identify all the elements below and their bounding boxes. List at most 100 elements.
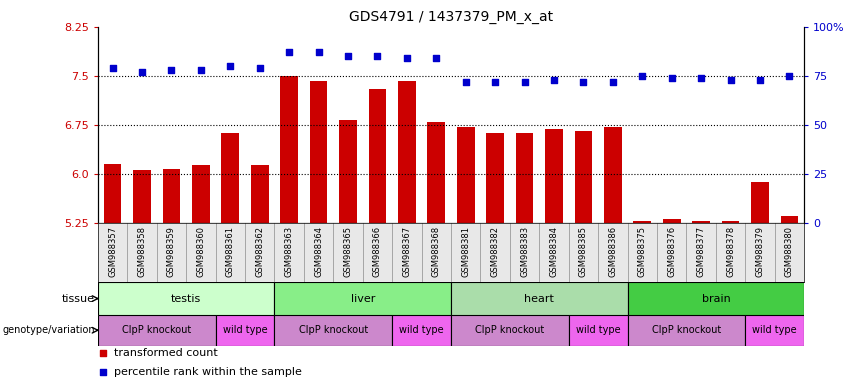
Text: GSM988375: GSM988375 [638, 226, 647, 277]
Text: GSM988361: GSM988361 [226, 226, 235, 277]
Bar [627, 315, 745, 346]
Point [606, 79, 620, 85]
Point [459, 79, 472, 85]
Bar [98, 282, 274, 315]
Point [224, 63, 237, 69]
Text: GSM988364: GSM988364 [314, 226, 323, 277]
Point [371, 53, 385, 59]
Text: GSM988363: GSM988363 [285, 226, 294, 277]
Bar [274, 282, 451, 315]
Text: GSM988362: GSM988362 [255, 226, 264, 277]
Point [636, 73, 649, 79]
Text: GSM988358: GSM988358 [138, 226, 146, 277]
Point [665, 75, 678, 81]
Bar [457, 127, 475, 223]
Text: ClpP knockout: ClpP knockout [122, 325, 191, 335]
Bar [451, 315, 568, 346]
Text: GSM988380: GSM988380 [785, 226, 794, 277]
Bar [745, 315, 804, 346]
Bar [751, 182, 768, 223]
Point [106, 65, 119, 71]
Bar [398, 81, 415, 223]
Bar [427, 122, 445, 223]
Bar [163, 169, 180, 223]
Text: wild type: wild type [223, 325, 267, 335]
Text: GSM988382: GSM988382 [491, 226, 500, 277]
Text: GSM988378: GSM988378 [726, 226, 735, 277]
Bar [574, 131, 592, 223]
Point [783, 73, 797, 79]
Text: testis: testis [171, 293, 202, 304]
Bar [192, 165, 209, 223]
Text: GSM988384: GSM988384 [550, 226, 558, 277]
Bar [392, 315, 451, 346]
Point [517, 79, 531, 85]
Text: heart: heart [524, 293, 554, 304]
Text: liver: liver [351, 293, 375, 304]
Point [194, 67, 208, 73]
Point [753, 77, 767, 83]
Text: brain: brain [701, 293, 730, 304]
Bar [221, 133, 239, 223]
Text: GSM988368: GSM988368 [431, 226, 441, 277]
Text: GSM988365: GSM988365 [344, 226, 352, 277]
Text: GSM988359: GSM988359 [167, 226, 176, 276]
Text: GSM988386: GSM988386 [608, 226, 617, 277]
Text: tissue: tissue [62, 293, 95, 304]
Point [253, 65, 266, 71]
Text: transformed count: transformed count [114, 348, 218, 358]
Text: wild type: wild type [399, 325, 444, 335]
Bar [780, 216, 798, 223]
Text: GSM988377: GSM988377 [697, 226, 705, 277]
Bar [310, 81, 328, 223]
Text: wild type: wild type [576, 325, 620, 335]
Text: GSM988383: GSM988383 [520, 226, 529, 277]
Text: genotype/variation: genotype/variation [3, 325, 95, 335]
Bar [274, 315, 392, 346]
Bar [627, 282, 804, 315]
Bar [280, 76, 298, 223]
Text: ClpP knockout: ClpP knockout [652, 325, 721, 335]
Bar [545, 129, 563, 223]
Bar [368, 89, 386, 223]
Bar [486, 133, 504, 223]
Bar [340, 120, 357, 223]
Text: GSM988360: GSM988360 [197, 226, 205, 277]
Bar [604, 127, 622, 223]
Bar [693, 221, 710, 223]
Point [430, 55, 443, 61]
Point [488, 79, 502, 85]
Bar [516, 133, 534, 223]
Point [547, 77, 561, 83]
Point [164, 67, 178, 73]
Bar [722, 221, 740, 223]
Point [724, 77, 738, 83]
Bar [451, 282, 627, 315]
Text: GSM988366: GSM988366 [373, 226, 382, 277]
Point [694, 75, 708, 81]
Point [135, 69, 149, 75]
Bar [633, 221, 651, 223]
Bar [663, 220, 681, 223]
Text: wild type: wild type [752, 325, 797, 335]
Bar [133, 170, 151, 223]
Text: ClpP knockout: ClpP knockout [475, 325, 545, 335]
Bar [98, 315, 215, 346]
Text: percentile rank within the sample: percentile rank within the sample [114, 366, 301, 377]
Text: GSM988381: GSM988381 [461, 226, 471, 277]
Bar [104, 164, 122, 223]
Point [96, 369, 110, 375]
Point [400, 55, 414, 61]
Text: GSM988357: GSM988357 [108, 226, 117, 277]
Bar [215, 315, 274, 346]
Point [283, 49, 296, 55]
Bar [568, 315, 627, 346]
Point [311, 49, 325, 55]
Text: GSM988385: GSM988385 [579, 226, 588, 277]
Point [577, 79, 591, 85]
Point [341, 53, 355, 59]
Bar [251, 165, 269, 223]
Text: ClpP knockout: ClpP knockout [299, 325, 368, 335]
Text: GSM988376: GSM988376 [667, 226, 677, 277]
Text: GSM988379: GSM988379 [756, 226, 764, 277]
